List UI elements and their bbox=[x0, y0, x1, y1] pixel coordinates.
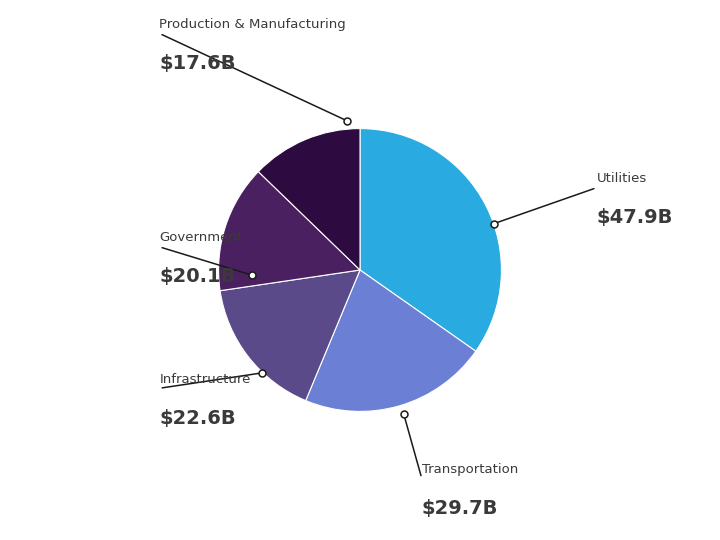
Text: Utilities: Utilities bbox=[597, 172, 647, 185]
Text: Government: Government bbox=[159, 231, 243, 244]
Text: Infrastructure: Infrastructure bbox=[159, 373, 251, 386]
Wedge shape bbox=[306, 270, 476, 411]
Text: Production & Manufacturing: Production & Manufacturing bbox=[159, 18, 346, 31]
Text: $22.6B: $22.6B bbox=[159, 409, 236, 428]
Wedge shape bbox=[220, 270, 360, 401]
Text: $20.1B: $20.1B bbox=[159, 267, 236, 286]
Wedge shape bbox=[360, 129, 501, 351]
Text: $17.6B: $17.6B bbox=[159, 54, 236, 73]
Wedge shape bbox=[258, 129, 360, 270]
Text: $47.9B: $47.9B bbox=[597, 208, 673, 227]
Wedge shape bbox=[219, 172, 360, 291]
Text: $29.7B: $29.7B bbox=[422, 499, 498, 518]
Text: Transportation: Transportation bbox=[422, 463, 518, 476]
